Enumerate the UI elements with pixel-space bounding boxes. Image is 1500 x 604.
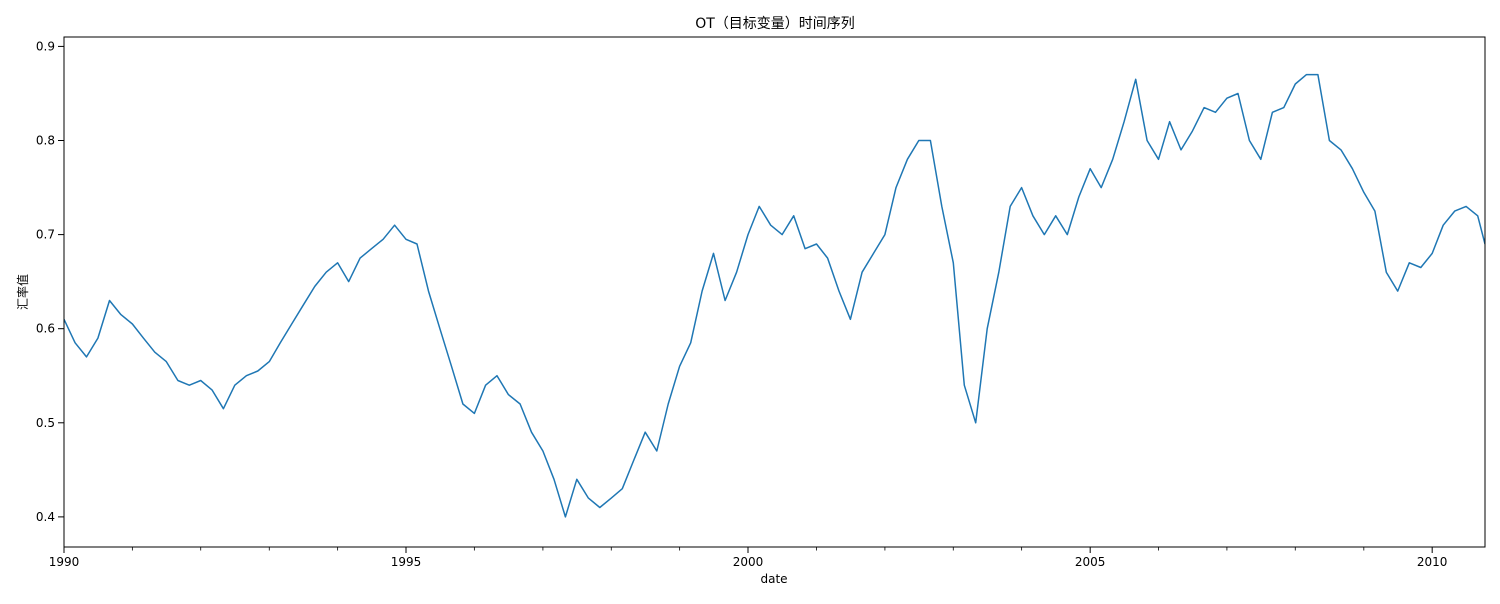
chart-title: OT（目标变量）时间序列 [695, 16, 855, 32]
x-tick-label: 1990 [49, 555, 80, 569]
x-axis: 1990 1995 2000 2005 2010 [49, 547, 1448, 569]
y-axis-label: 汇率值 [15, 274, 30, 310]
x-tick-label: 2010 [1417, 555, 1448, 569]
y-tick-label: 0.7 [36, 228, 55, 242]
x-tick-label: 1995 [391, 555, 422, 569]
y-tick-label: 0.6 [36, 322, 55, 336]
x-tick-label: 2005 [1075, 555, 1106, 569]
y-axis: 0.4 0.5 0.6 0.7 0.8 0.9 [36, 39, 64, 524]
plot-area [63, 36, 1486, 548]
plot-frame [63, 36, 1486, 548]
x-tick-label: 2000 [733, 555, 764, 569]
y-tick-label: 0.5 [36, 416, 55, 430]
y-tick-label: 0.4 [36, 510, 55, 524]
y-tick-label: 0.9 [36, 39, 55, 53]
x-axis-label: date [760, 572, 787, 586]
series-line [64, 73, 1485, 518]
y-tick-label: 0.8 [36, 134, 55, 148]
